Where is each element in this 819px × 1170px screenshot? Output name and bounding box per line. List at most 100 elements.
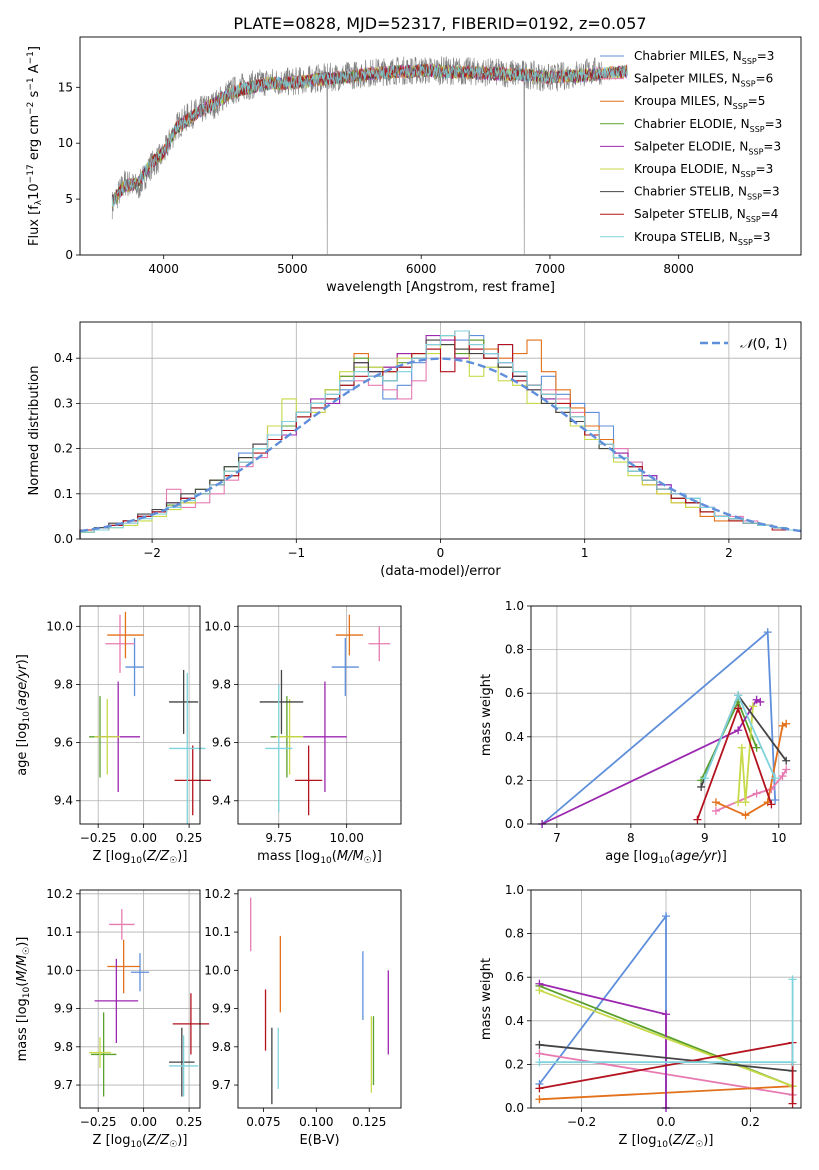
errorbar-point	[107, 939, 140, 994]
mass-weight-marker	[788, 1099, 797, 1108]
mass-weight-marker	[778, 772, 787, 781]
mass-weight-series	[535, 979, 670, 1112]
mass-weight-marker	[741, 811, 750, 820]
errorbar-point	[335, 614, 363, 656]
legend-entry: Salpeter STELIB, NSSP=4	[634, 207, 778, 224]
y-tick-label: 9.8	[212, 677, 231, 691]
mass-weight-marker	[700, 774, 709, 783]
mass-weight-marker	[535, 1040, 544, 1049]
errorbar-point	[276, 699, 304, 775]
y-tick-label: 1.0	[505, 599, 524, 613]
y-tick-label: 0.3	[54, 396, 73, 410]
x-tick-label: 8000	[663, 262, 694, 276]
mass-weight-marker	[734, 726, 743, 735]
y-tick-label: 0.4	[505, 730, 524, 744]
mass-weight-series	[535, 912, 670, 1112]
axes-frame	[79, 321, 802, 540]
x-tick-label: 8	[627, 831, 635, 845]
mass-weight-marker	[752, 743, 761, 752]
y-tick-label: 10.2	[46, 887, 73, 901]
observed-spectrum-line	[111, 56, 602, 256]
y-tick-label: 9.8	[54, 677, 73, 691]
mass-weight-marker	[737, 743, 746, 752]
mass-weight-series	[734, 702, 757, 807]
y-tick-label: 9.8	[54, 1040, 73, 1054]
model-spectrum-line	[111, 63, 628, 207]
y-axis-label: mass weight	[479, 674, 494, 756]
axes-frame	[237, 889, 402, 1109]
mass-weight-marker	[741, 798, 750, 807]
errorbar-point	[89, 1037, 111, 1068]
errorbar-point	[172, 993, 210, 1055]
legend-entry: Salpeter MILES, NSSP=6	[634, 72, 773, 89]
mass-weight-marker	[767, 800, 776, 809]
y-axis-label: Flux [fλ10−17 erg cm−2 s−1 A−1]	[26, 46, 44, 246]
mass-weight-marker	[734, 798, 743, 807]
x-tick-label: 0.25	[176, 1115, 203, 1129]
y-tick-label: 0.6	[505, 686, 524, 700]
x-tick-label: 2	[725, 546, 733, 560]
axes-frame	[530, 889, 802, 1109]
mass-weight-marker	[535, 1049, 544, 1058]
mass-weight-series	[711, 765, 791, 815]
mass-vs-ebv-panel: 0.075 0.100 0.125 9.7 9.8 9.9 10.0 10.1 10.2 E(B-…	[204, 887, 402, 1148]
mass-weight-marker	[697, 782, 706, 791]
x-tick-label: 0.00	[130, 1115, 157, 1129]
y-tick-label: 9.4	[54, 794, 73, 808]
x-axis-label: Z [log10(Z/Z☉)]	[93, 1133, 188, 1150]
mass-weight-series	[535, 975, 797, 1067]
mass-weight-marker	[662, 1010, 670, 1019]
x-tick-label: 9	[701, 831, 709, 845]
mass-weight-series	[700, 691, 780, 783]
mass-weight-marker	[711, 798, 720, 807]
x-tick-label: 0.2	[741, 1115, 760, 1129]
mass-weight-vs-age-panel: 7 8 9 10 0.0 0.2 0.4 0.6 0.8 1.0 age [log10(age/yr…	[479, 599, 802, 866]
x-axis-label: Z [log10(Z/Z☉)]	[619, 1133, 714, 1150]
errorbar-point	[169, 669, 199, 734]
errorbar-point	[109, 909, 135, 940]
errorbar-point	[169, 672, 206, 824]
x-tick-label: 0.0	[656, 1115, 675, 1129]
errorbar-point	[265, 684, 293, 813]
errorbar-point	[130, 953, 150, 992]
x-tick-label: 0.25	[176, 831, 203, 845]
mass-weight-series	[538, 628, 780, 828]
errorbar-point	[174, 745, 211, 816]
mass-weight-vs-metallicity-panel: −0.2 0.0 0.2 0.0 0.2 0.4 0.6 0.8 1.0 Z [log10(Z/Z…	[479, 883, 802, 1150]
y-tick-label: 5	[65, 192, 73, 206]
figure-title: PLATE=0828, MJD=52317, FIBERID=0192, z=0…	[233, 14, 646, 33]
mass-weight-marker	[535, 986, 544, 995]
axes-frame	[530, 605, 802, 825]
legend-entry: Kroupa MILES, NSSP=5	[634, 94, 765, 111]
y-tick-label: 1.0	[505, 883, 524, 897]
x-tick-label: 0.075	[246, 1115, 280, 1129]
observed-spectrum	[111, 56, 602, 256]
mass-weight-line	[539, 982, 667, 1108]
axes-frame	[237, 605, 402, 825]
y-tick-label: 10.1	[46, 925, 73, 939]
model-spectrum-line	[111, 63, 628, 205]
mass-weight-line	[539, 1043, 793, 1072]
y-tick-label: 9.6	[54, 736, 73, 750]
mass-weight-marker	[763, 628, 772, 637]
y-tick-label: 0.2	[54, 442, 73, 456]
y-tick-label: 9.6	[212, 736, 231, 750]
mass-weight-series	[693, 704, 776, 824]
y-tick-label: 0.0	[505, 1101, 524, 1115]
age-vs-mass-panel: 9.75 10.00 9.4 9.6 9.8 10.0 mass [log10(M/M☉)]	[204, 605, 402, 866]
y-tick-label: 0.0	[505, 817, 524, 831]
legend-entry: Chabrier STELIB, NSSP=3	[634, 185, 780, 202]
model-spectrum-line	[111, 64, 628, 207]
mass-weight-marker	[693, 815, 702, 824]
y-tick-label: 0	[65, 248, 73, 262]
errorbar-point	[94, 958, 139, 1043]
x-axis-label: age [log10(age/yr)]	[605, 849, 727, 866]
axes-frame	[79, 889, 201, 1109]
x-tick-label: 6000	[406, 262, 437, 276]
legend-entry: Kroupa STELIB, NSSP=3	[634, 230, 771, 247]
mass-weight-marker	[535, 1095, 544, 1104]
y-tick-label: 0.1	[54, 487, 73, 501]
errorbar-point	[105, 614, 135, 673]
errorbar-point	[169, 1035, 199, 1097]
